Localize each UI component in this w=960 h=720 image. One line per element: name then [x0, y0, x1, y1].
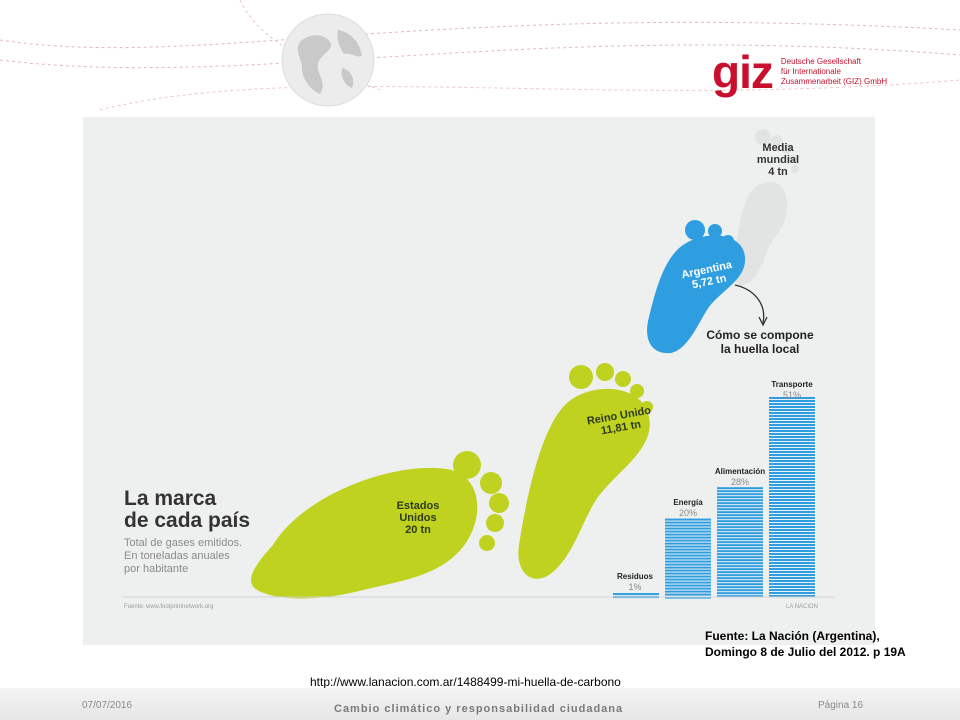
- label-media-mundial: Media mundial 4 tn: [756, 142, 800, 178]
- giz-logo: giz Deutsche Gesellschaft für Internatio…: [712, 46, 887, 98]
- footprint-reino-unido: [518, 363, 653, 579]
- logo-mark: giz: [712, 46, 774, 98]
- infographic-title-block: La marca de cada país Total de gases emi…: [124, 488, 324, 576]
- footprint-infographic: [123, 129, 835, 599]
- bar-category-transporte: Transporte: [771, 380, 813, 389]
- source-url[interactable]: http://www.lanacion.com.ar/1488499-mi-hu…: [310, 675, 621, 689]
- footer-page-number: Página 16: [818, 700, 864, 711]
- footprint-estados-unidos: [251, 451, 509, 599]
- bar-percent-energia: 20%: [678, 508, 697, 518]
- breakdown-bars: [613, 397, 815, 599]
- label-estados-unidos: Estados Unidos 20 tn: [396, 500, 440, 536]
- footer-band: [0, 688, 960, 720]
- source-note: Fuente: La Nación (Argentina), Domingo 8…: [705, 629, 906, 659]
- bar-percent-alimentacion: 28%: [730, 477, 749, 487]
- bar-energía: [665, 518, 711, 599]
- footer-date: 07/07/2016: [82, 700, 133, 711]
- logo-line-2: für Internationale: [780, 67, 841, 76]
- footer-title: Cambio climático y responsabilidad ciuda…: [334, 703, 624, 715]
- bar-transporte: [769, 397, 815, 597]
- bar-alimentación: [717, 487, 763, 598]
- compone-label: Cómo se compone la huella local: [706, 328, 814, 356]
- logo-line-3: Zusammenarbeit (GIZ) GmbH: [780, 77, 888, 86]
- bar-category-residuos: Residuos: [616, 572, 653, 581]
- footprint-media-mundial: [731, 129, 799, 285]
- bar-category-energia: Energía: [673, 498, 703, 507]
- logo-line-1: Deutsche Gesellschaft: [780, 57, 861, 66]
- infographic-title: La marca de cada país: [124, 487, 251, 532]
- infographic-credit: LA NACION: [786, 604, 819, 610]
- infographic-subtitle: Total de gases emitidos. En toneladas an…: [124, 537, 243, 575]
- arrow-icon: [734, 284, 765, 324]
- bar-percent-transporte: 51%: [782, 390, 801, 400]
- globe-icon: [281, 13, 375, 107]
- bar-percent-residuos: 1%: [628, 582, 642, 592]
- bar-category-alimentacion: Alimentación: [714, 467, 766, 476]
- logo-org-name: Deutsche Gesellschaft für Internationale…: [781, 57, 887, 87]
- infographic-source: Fuente: www.footprintnetwork.org: [124, 604, 214, 610]
- footprint-argentina: [647, 220, 746, 354]
